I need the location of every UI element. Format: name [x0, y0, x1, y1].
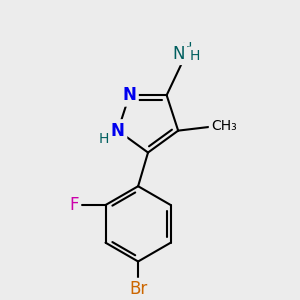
Text: CH₃: CH₃ — [211, 119, 237, 133]
Text: N: N — [122, 86, 136, 104]
Text: F: F — [69, 196, 79, 214]
Text: H: H — [99, 132, 109, 145]
Text: H: H — [181, 41, 192, 55]
Text: H: H — [189, 49, 200, 63]
Text: N: N — [111, 122, 125, 140]
Text: Br: Br — [129, 280, 147, 298]
Text: N: N — [172, 45, 185, 63]
